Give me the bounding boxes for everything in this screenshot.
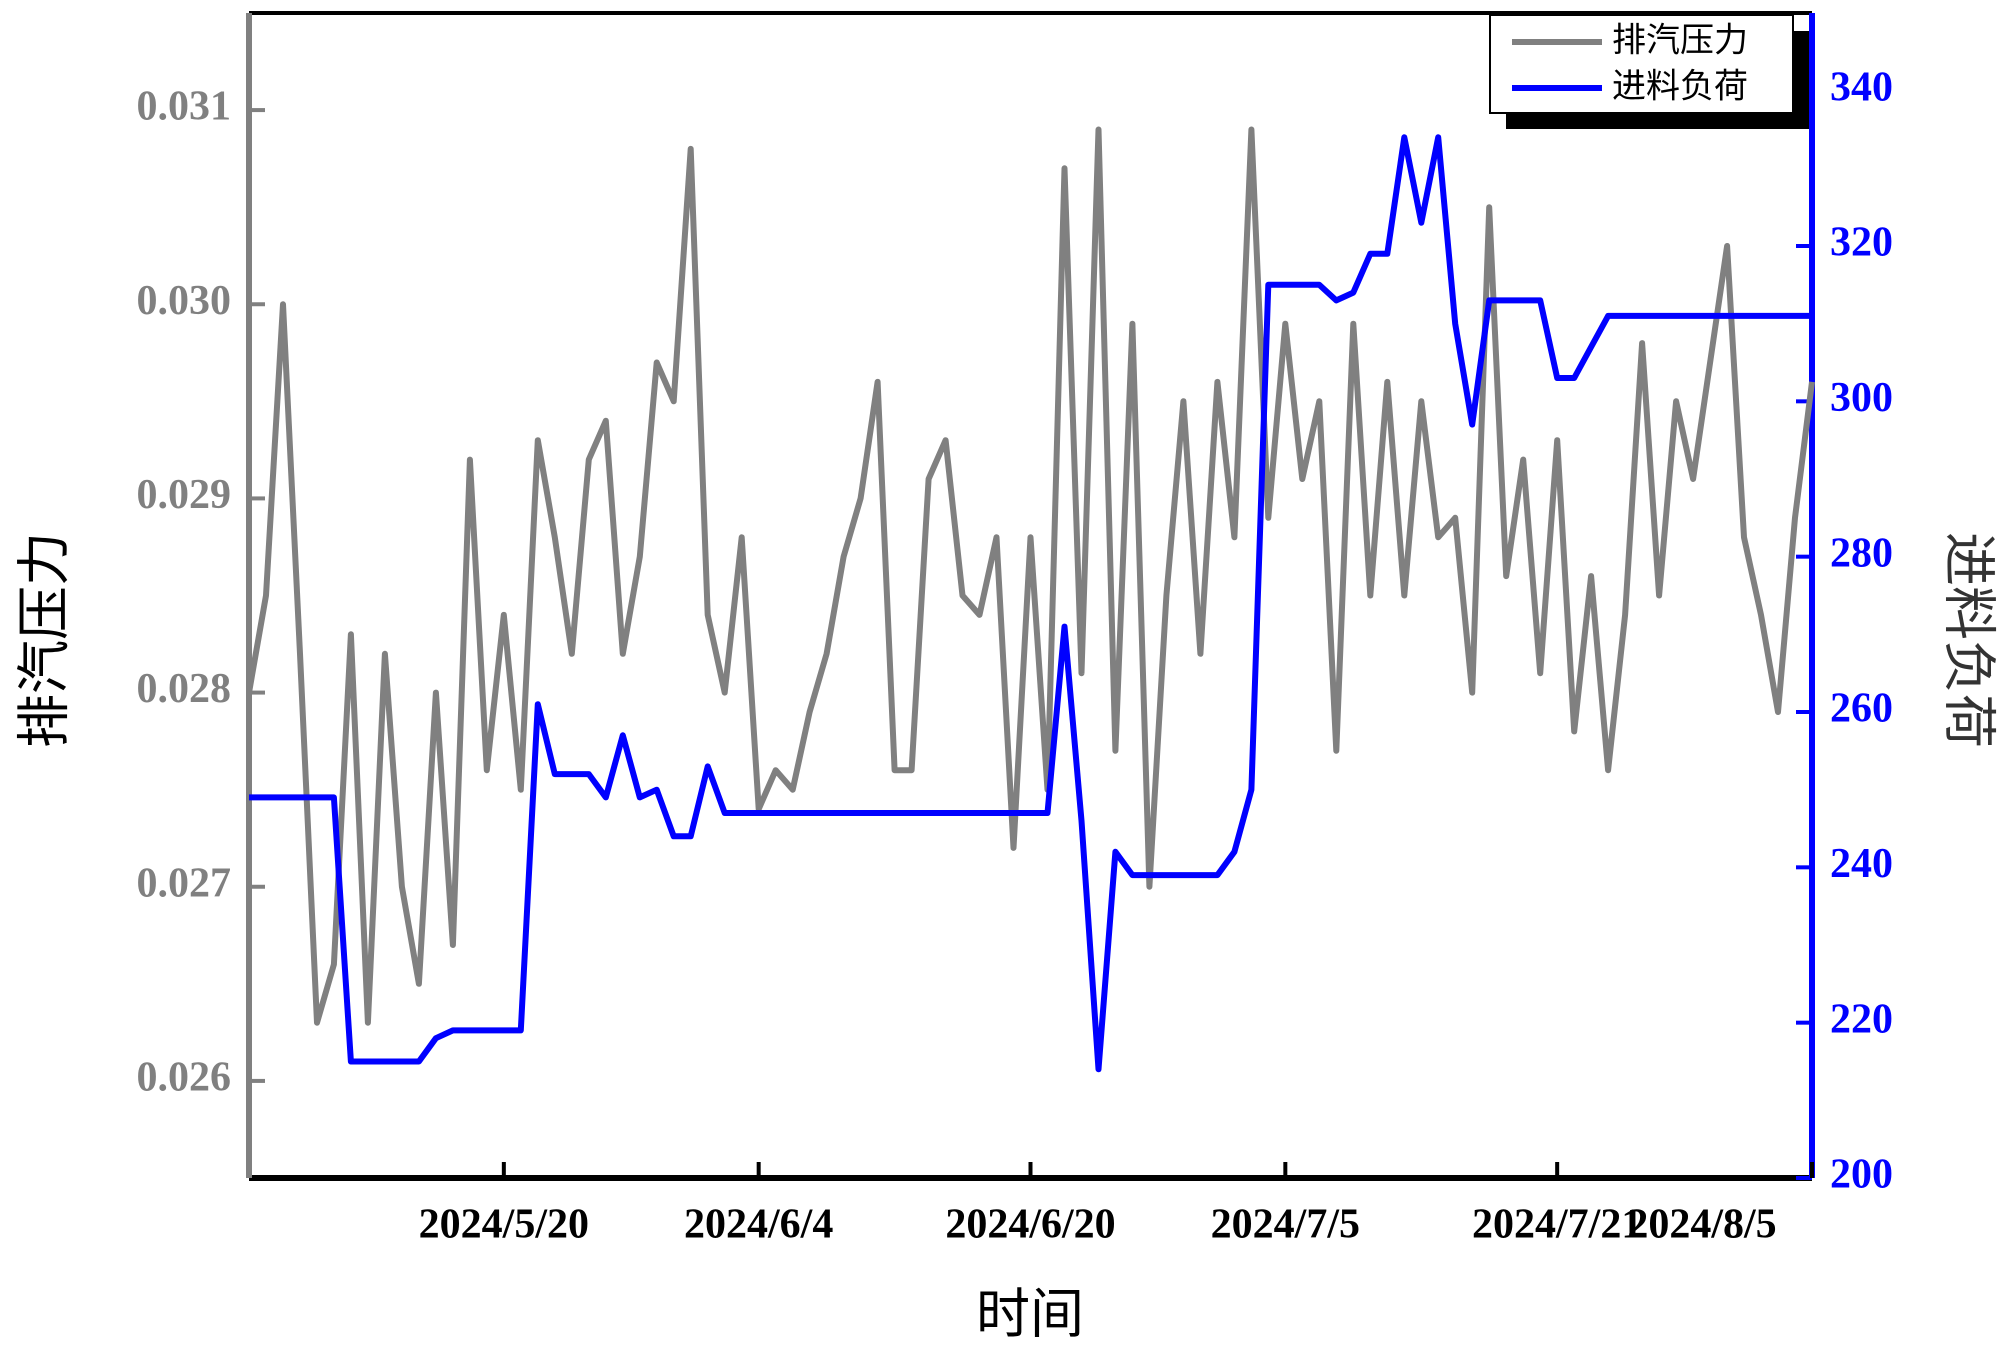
y2-tick-label: 240 (1830, 841, 1893, 887)
x-tick-label: 2024/5/20 (419, 1202, 589, 1248)
legend-label: 进料负荷 (1612, 67, 1748, 107)
series-line (249, 134, 1812, 1073)
x-tick-label: 2024/6/20 (945, 1202, 1115, 1248)
y2-tick-label: 200 (1830, 1152, 1893, 1198)
series-line (246, 126, 1815, 1026)
y2-tick-label: 340 (1830, 64, 1893, 110)
x-tick-label: 2024/7/21 (1472, 1202, 1642, 1248)
y2-axis-title: 进料负荷 (1937, 532, 2000, 748)
y-tick-label: 0.030 (137, 278, 232, 324)
x-axis-title: 时间 (976, 1283, 1084, 1346)
y2-tick-label: 220 (1830, 996, 1893, 1042)
y2-tick-label: 260 (1830, 686, 1893, 732)
x-tick-label: 2024/8/5 (1627, 1202, 1776, 1248)
y-tick-label: 0.031 (137, 84, 232, 130)
legend-label: 排汽压力 (1612, 21, 1748, 61)
y-tick-label: 0.026 (137, 1055, 232, 1101)
y-axis-title: 排汽压力 (13, 532, 76, 748)
legend-box (1489, 14, 1794, 114)
y-tick-label: 0.029 (137, 472, 232, 518)
y2-tick-label: 280 (1830, 530, 1893, 576)
y-tick-label: 0.027 (137, 860, 232, 906)
x-tick-label: 2024/6/4 (684, 1202, 833, 1248)
y2-tick-label: 320 (1830, 220, 1893, 266)
x-tick-label: 2024/7/5 (1211, 1202, 1360, 1248)
y-tick-label: 0.028 (137, 666, 232, 712)
y2-tick-label: 300 (1830, 375, 1893, 421)
